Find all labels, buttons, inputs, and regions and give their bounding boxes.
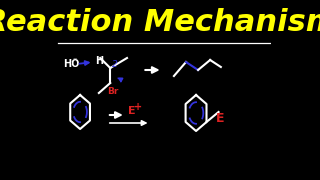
Text: E: E — [216, 112, 225, 125]
Text: +: + — [134, 102, 142, 112]
Text: E: E — [128, 106, 135, 116]
Text: Reaction Mechanism: Reaction Mechanism — [0, 8, 320, 37]
Text: 2: 2 — [112, 60, 117, 69]
Text: H: H — [95, 56, 103, 66]
Text: ⁻: ⁻ — [72, 55, 76, 64]
Text: Br: Br — [107, 87, 118, 96]
Text: HO: HO — [63, 59, 80, 69]
